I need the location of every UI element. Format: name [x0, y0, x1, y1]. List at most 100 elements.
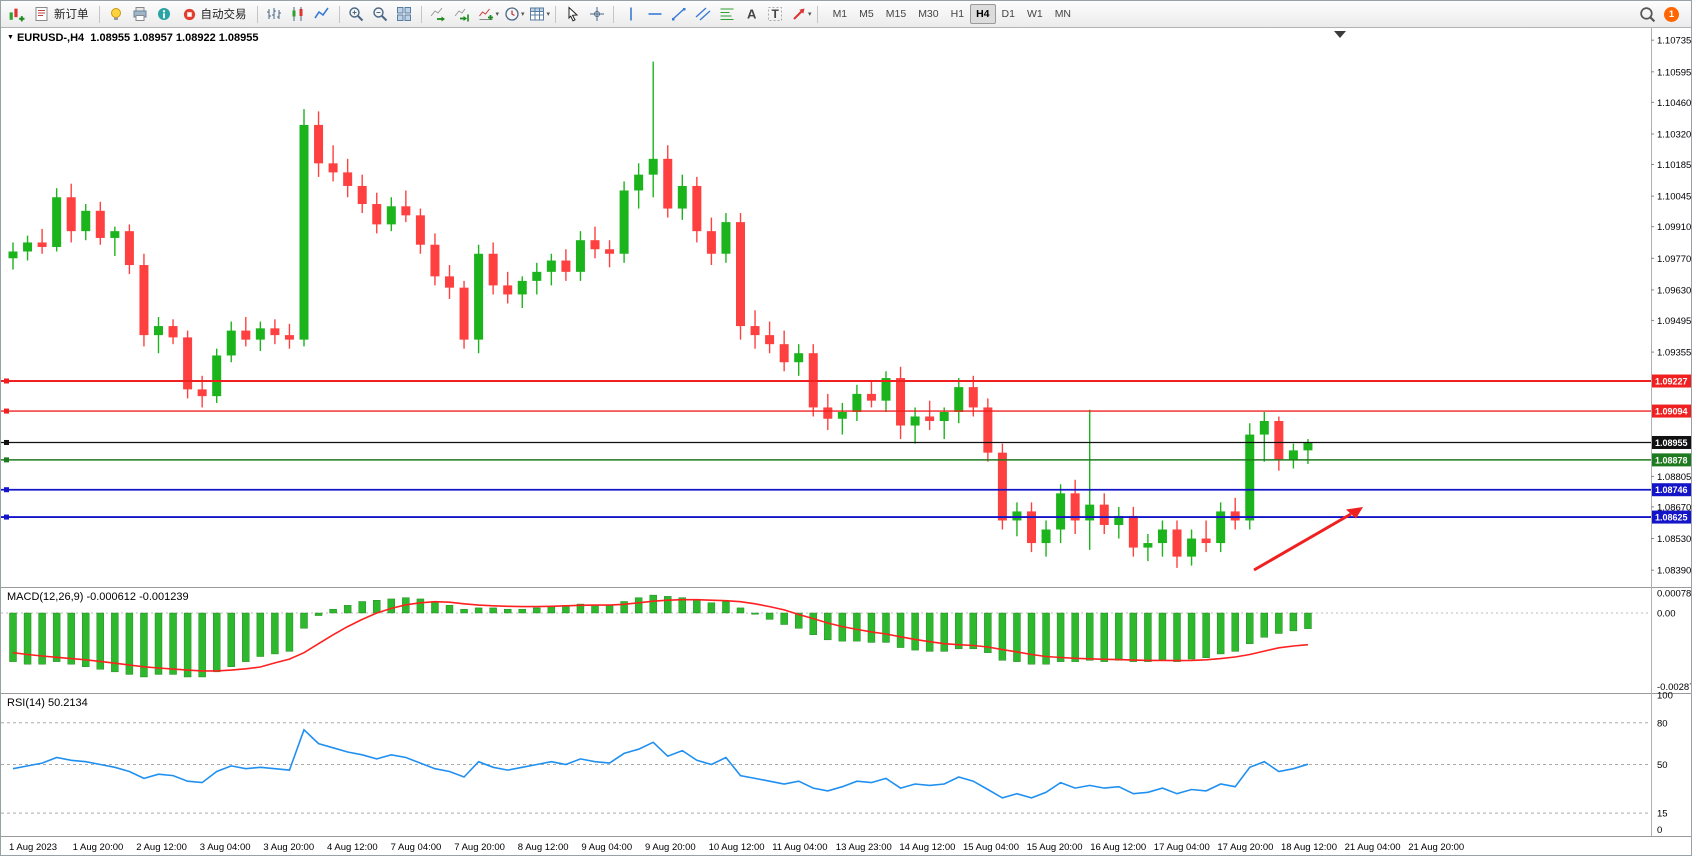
candle: [110, 226, 120, 257]
candle: [605, 240, 615, 268]
timeframe-button-m1[interactable]: M1: [827, 4, 854, 24]
candle: [1187, 529, 1197, 566]
timeframe-button-m30[interactable]: M30: [912, 4, 944, 24]
text-button[interactable]: A: [739, 4, 762, 25]
chart-shift-marker[interactable]: [1334, 31, 1346, 38]
new-order-label: 新订单: [54, 9, 89, 21]
autoscroll-button[interactable]: [427, 4, 450, 25]
cursor-button[interactable]: [561, 4, 584, 25]
chart-shift-button[interactable]: [451, 4, 474, 25]
crosshair-icon: [589, 7, 604, 21]
candle: [1274, 416, 1284, 471]
candle: [154, 317, 163, 354]
line-chart-button[interactable]: [311, 4, 334, 25]
candlestick-chart-button[interactable]: [287, 4, 310, 25]
new-chart-button[interactable]: [5, 4, 28, 25]
price-axis[interactable]: 1.10735 1.10595 1.10460 1.10320 1.10185 1.100…: [1651, 36, 1692, 577]
candle: [1143, 534, 1153, 562]
timeframe-button-h4[interactable]: H4: [970, 4, 996, 24]
svg-text:14 Aug 12:00: 14 Aug 12:00: [899, 842, 955, 853]
svg-text:1.10320: 1.10320: [1657, 129, 1691, 140]
svg-text:1.08746: 1.08746: [1655, 485, 1688, 495]
macd-panel: 0.00078 0.00 -0.002871: [1, 589, 1691, 693]
price-level-1.08746[interactable]: [1, 487, 1651, 493]
price-level-1.08955[interactable]: [1, 439, 1651, 445]
candle: [1041, 520, 1051, 557]
search-button[interactable]: [1636, 4, 1659, 25]
ideas-button[interactable]: [105, 4, 128, 25]
templates-dropdown-icon[interactable]: ▾: [546, 11, 551, 18]
toolbar-separator: [420, 5, 422, 23]
candle: [8, 242, 18, 270]
candle: [983, 398, 993, 462]
svg-text:1.10735: 1.10735: [1657, 36, 1691, 47]
price-level-1.09227[interactable]: [1, 378, 1651, 384]
vertical-line-button[interactable]: [619, 4, 642, 25]
candle: [255, 321, 265, 351]
bar-chart-button[interactable]: [263, 4, 286, 25]
chart-canvas[interactable]: 0.000780.00-0.00287110080501501.107351.1…: [1, 28, 1692, 856]
trendline-button[interactable]: [667, 4, 690, 25]
timeframe-button-m5[interactable]: M5: [853, 4, 880, 24]
svg-text:1.08878: 1.08878: [1655, 455, 1688, 465]
zoom-out-icon: [373, 7, 388, 22]
tile-windows-button[interactable]: [393, 4, 416, 25]
fibonacci-button[interactable]: [715, 4, 738, 25]
autoscroll-icon: [430, 7, 445, 22]
price-level-1.08878[interactable]: [1, 457, 1651, 463]
notification-badge[interactable]: 1: [1664, 6, 1679, 22]
svg-text:1.09770: 1.09770: [1657, 254, 1691, 265]
timeframe-button-mn[interactable]: MN: [1049, 4, 1077, 24]
candle: [1056, 484, 1066, 544]
horizontal-line-button[interactable]: [643, 4, 666, 25]
timeframe-button-w1[interactable]: W1: [1021, 4, 1049, 24]
indicators-dropdown-icon[interactable]: ▾: [495, 11, 500, 18]
print-button[interactable]: [129, 4, 152, 25]
price-level-1.09094[interactable]: [1, 408, 1651, 414]
timeframe-button-m15[interactable]: M15: [880, 4, 912, 24]
svg-text:0: 0: [1657, 825, 1662, 836]
candles-layer: [8, 61, 1313, 568]
templates-button[interactable]: [526, 4, 549, 25]
candle: [910, 407, 920, 444]
toolbar-separator: [555, 5, 557, 23]
autotrading-stop-icon: [183, 8, 195, 20]
symbol-dropdown-icon[interactable]: ▼: [7, 34, 14, 41]
candle: [561, 249, 571, 281]
periods-dropdown-icon[interactable]: ▾: [521, 11, 525, 18]
svg-text:1.08530: 1.08530: [1657, 534, 1691, 545]
indicators-button[interactable]: [475, 4, 498, 25]
timeframe-button-h1[interactable]: H1: [945, 4, 970, 24]
chart-background: [1, 28, 1691, 855]
price-level-1.08625[interactable]: [1, 514, 1651, 520]
periods-button[interactable]: [500, 4, 523, 25]
new-order-button[interactable]: 新订单: [29, 4, 94, 25]
arrows-dropdown-icon[interactable]: ▾: [808, 11, 812, 18]
candle: [677, 174, 687, 220]
autotrading-label: 自动交易: [200, 9, 247, 21]
community-button[interactable]: [153, 4, 176, 25]
trend-arrow-annotation[interactable]: [1253, 507, 1363, 572]
candle: [997, 443, 1007, 530]
autotrading-button[interactable]: 自动交易: [177, 4, 252, 25]
arrows-button[interactable]: [787, 4, 810, 25]
chart-window[interactable]: 0.000780.00-0.00287110080501501.107351.1…: [1, 28, 1692, 856]
candle: [372, 192, 382, 234]
crosshair-button[interactable]: [585, 4, 608, 25]
zoom-out-button[interactable]: [369, 4, 392, 25]
candle: [241, 317, 251, 347]
candle: [954, 378, 964, 424]
timeframe-button-d1[interactable]: D1: [996, 4, 1021, 24]
time-axis[interactable]: 1 Aug 2023 1 Aug 20:00 2 Aug 12:00 3 Aug 04…: [9, 842, 1464, 853]
symbol-ohlc: 1.08955 1.08957 1.08922 1.08955: [90, 32, 259, 44]
price-badge: [1652, 483, 1691, 497]
channel-button[interactable]: [691, 4, 714, 25]
candle: [692, 176, 702, 243]
zoom-in-button[interactable]: [345, 4, 368, 25]
candle: [1099, 493, 1109, 535]
label-button[interactable]: T: [763, 4, 786, 25]
candle: [52, 188, 62, 252]
candle: [1027, 502, 1036, 553]
svg-text:50: 50: [1657, 760, 1668, 771]
candle: [314, 111, 324, 177]
